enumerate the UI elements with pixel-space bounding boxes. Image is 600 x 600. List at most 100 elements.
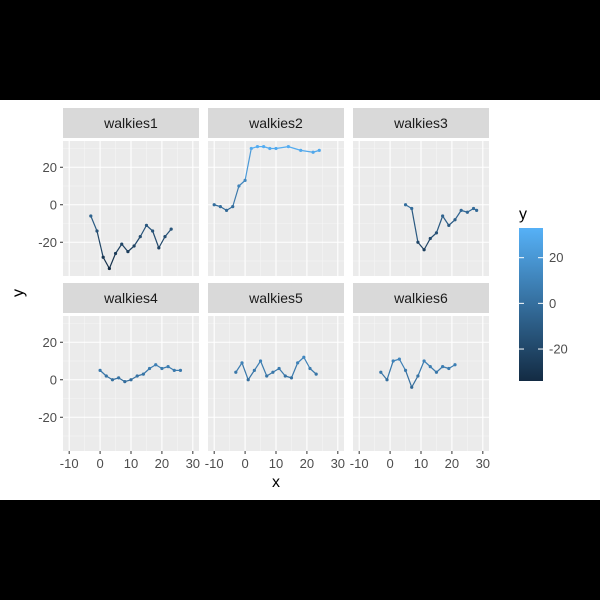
panel-walkies1: walkies1 20 0 -20: [38, 108, 199, 276]
walk-segment: [152, 230, 160, 249]
x-tick-label: 20: [445, 456, 459, 471]
walk-point: [465, 210, 469, 214]
walk-point: [403, 368, 408, 372]
facet-strip: [353, 283, 489, 313]
x-tick-label: 30: [186, 456, 200, 471]
walk-point: [459, 208, 463, 212]
walk-point: [117, 376, 121, 380]
walk-point: [286, 145, 290, 149]
walk-segment: [290, 362, 299, 379]
walk-segment: [158, 236, 166, 249]
facet-strip-label: walkies3: [393, 115, 448, 131]
walk-point: [212, 203, 216, 207]
walk-point: [107, 266, 111, 271]
x-tick-label: 30: [476, 456, 490, 471]
legend-colorbar: [519, 228, 543, 381]
walk-point: [144, 223, 149, 227]
walk-segment: [90, 215, 98, 232]
walk-point: [224, 208, 229, 212]
walk-point: [268, 146, 272, 151]
walk-segment: [241, 362, 249, 380]
walk-segment: [253, 360, 262, 371]
walk-point: [255, 145, 260, 149]
walk-point: [110, 378, 115, 382]
walk-point: [163, 235, 167, 239]
walk-point: [95, 229, 99, 233]
walk-segment: [278, 368, 286, 377]
y-tick-label: 20: [43, 160, 57, 175]
walk-point: [271, 370, 275, 374]
walk-point: [113, 251, 118, 256]
walk-point: [416, 374, 420, 378]
walk-segment: [300, 149, 314, 153]
y-tick-label: 0: [50, 372, 57, 387]
walk-point: [218, 205, 222, 209]
walk-point: [246, 378, 250, 382]
walk-point: [314, 372, 318, 376]
x-tick-label: -10: [60, 456, 79, 471]
walk-segment: [133, 236, 141, 247]
walk-point: [98, 368, 102, 372]
walk-point: [475, 208, 479, 212]
walk-segment: [102, 256, 110, 269]
walk-segment: [275, 146, 289, 150]
legend-title: y: [519, 206, 527, 223]
walk-point: [422, 359, 426, 363]
walk-point: [135, 374, 139, 378]
walk-point: [249, 146, 253, 151]
walk-segment: [303, 356, 311, 369]
walk-segment: [423, 238, 431, 251]
walk-point: [428, 236, 432, 241]
walk-point: [403, 203, 408, 207]
x-axis-title: x: [272, 474, 280, 491]
walk-segment: [288, 146, 301, 151]
walk-point: [416, 240, 420, 244]
walk-point: [252, 368, 256, 372]
panel-walkies4: walkies4 20 0 -20 -10 0 10 20 30: [38, 283, 200, 471]
walk-segment: [411, 375, 419, 388]
walk-segment: [417, 360, 425, 377]
walk-point: [178, 368, 183, 372]
walk-segment: [247, 370, 255, 381]
walk-segment: [108, 253, 117, 269]
walk-segment: [164, 228, 172, 238]
walk-segment: [96, 230, 104, 258]
walk-point: [289, 376, 294, 380]
walk-point: [453, 218, 457, 222]
walk-point: [154, 363, 158, 367]
x-tick-label: 10: [414, 456, 428, 471]
walk-segment: [411, 208, 419, 243]
walk-point: [151, 229, 155, 233]
x-tick-label: -10: [350, 456, 369, 471]
walk-point: [317, 148, 321, 152]
walk-point: [243, 178, 247, 182]
walk-point: [120, 242, 124, 246]
walk-point: [234, 370, 238, 374]
walk-point: [311, 150, 315, 154]
y-axis-title: y: [10, 289, 27, 297]
facet-strip-label: walkies6: [393, 290, 448, 306]
walk-segment: [417, 241, 425, 251]
faceted-walk-chart: walkies1 20 0 -20 walkies2 walkies3 walkies4 20…: [10, 108, 568, 491]
walk-point: [434, 231, 439, 235]
walk-point: [157, 246, 161, 250]
walk-point: [104, 374, 108, 378]
x-tick-label: 20: [300, 456, 314, 471]
facet-strip-label: walkies5: [248, 290, 303, 306]
walk-point: [274, 146, 278, 151]
walk-point: [123, 380, 127, 384]
walk-point: [302, 355, 306, 359]
legend-tick-label: -20: [549, 342, 568, 357]
x-tick-label: 0: [241, 456, 248, 471]
x-tick-label: 10: [269, 456, 283, 471]
panel-walkies3: walkies3: [353, 108, 489, 276]
facet-strip: [208, 108, 344, 138]
walk-segment: [115, 243, 123, 254]
legend-tick-label: 20: [549, 250, 563, 265]
walk-point: [141, 372, 145, 376]
walk-point: [132, 244, 136, 248]
walk-segment: [259, 360, 268, 377]
walk-segment: [386, 360, 394, 380]
x-tick-label: 30: [331, 456, 345, 471]
walk-point: [441, 214, 445, 218]
